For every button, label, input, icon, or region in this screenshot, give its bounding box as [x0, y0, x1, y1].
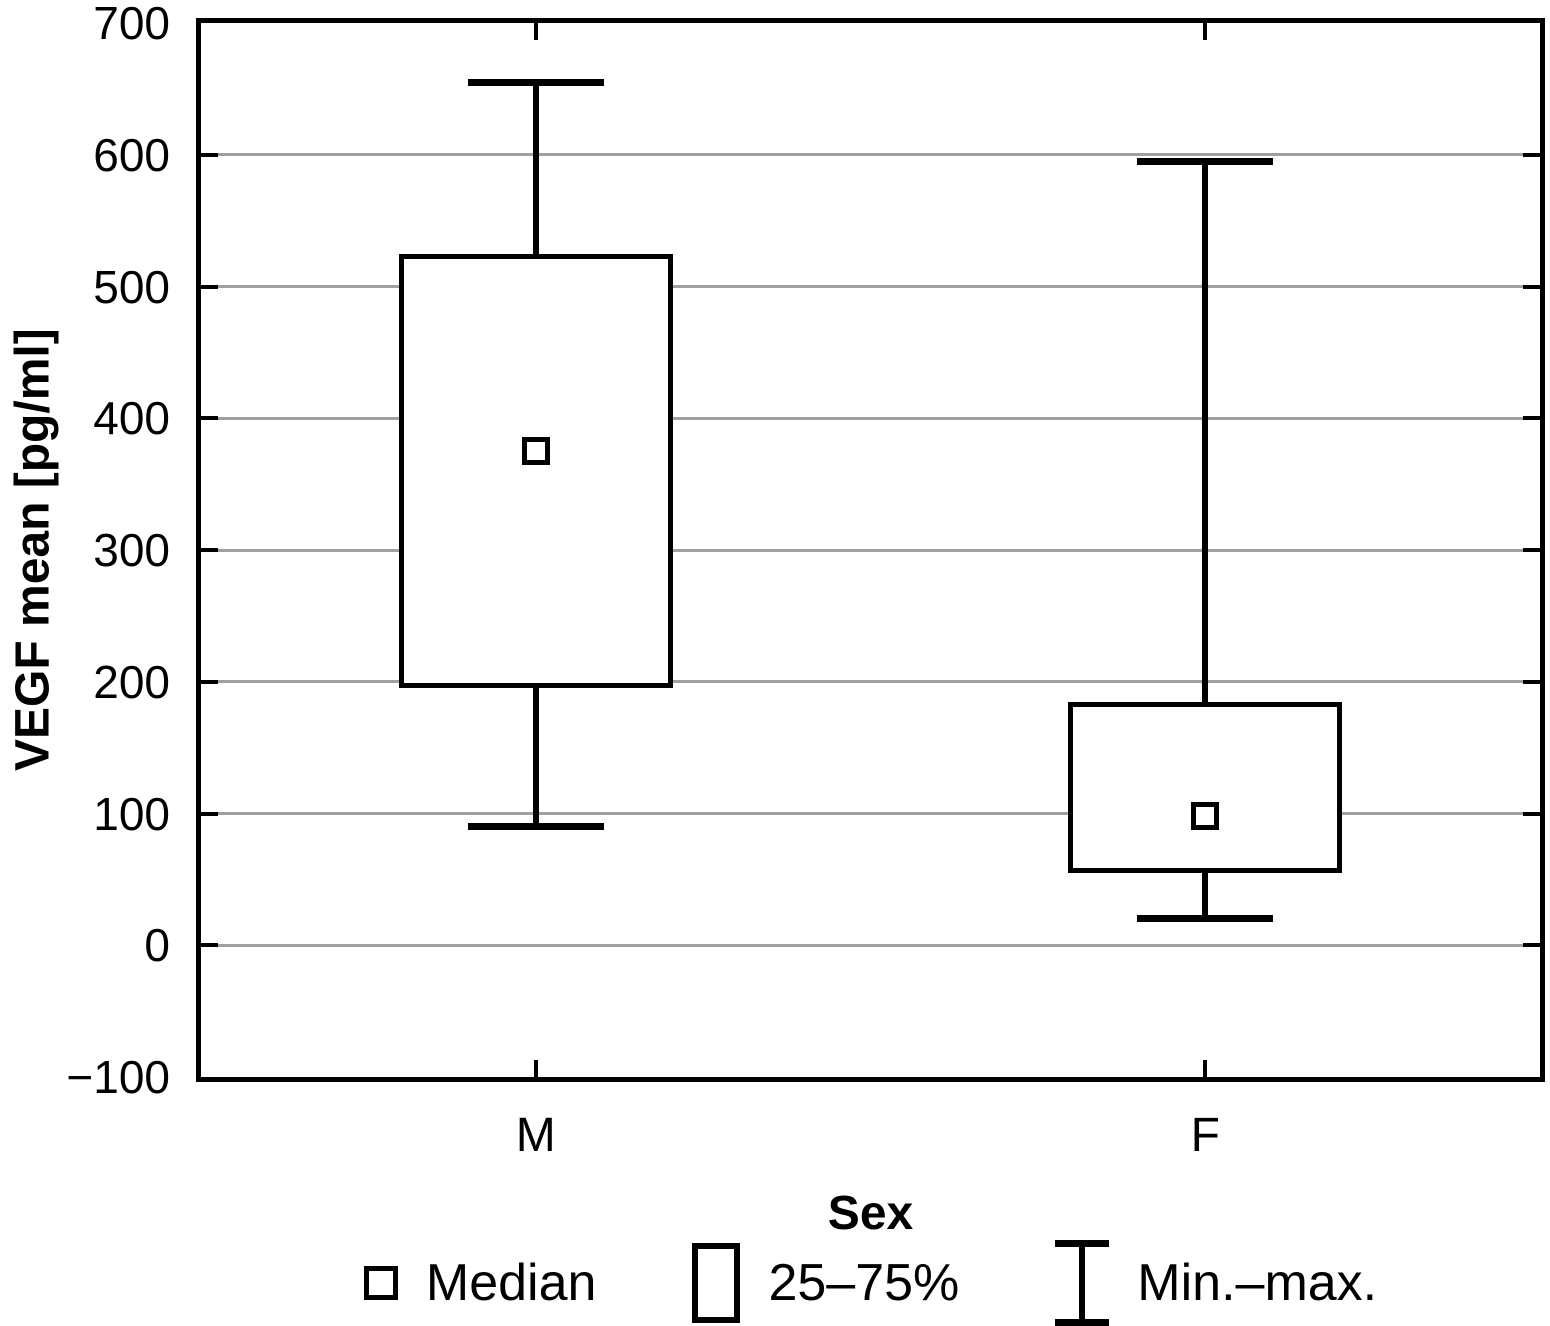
y-tick-label-600: 600	[93, 128, 170, 181]
legend-label-iqr: 25–75%	[768, 1254, 960, 1312]
whisker-upper-stem-F	[1202, 161, 1209, 702]
whisker-min-cap-M	[467, 823, 604, 831]
y-tick-label-100: 100	[93, 787, 170, 840]
x-axis-title: Sex	[827, 1187, 914, 1240]
plot-area	[196, 18, 1545, 1082]
y-tick-right-100	[1523, 811, 1540, 816]
y-tick-label-400: 400	[93, 392, 170, 445]
whisker-lower-stem-M	[532, 688, 539, 827]
y-tick-label-0: 0	[144, 919, 170, 972]
gridline-600	[201, 153, 1540, 157]
median-marker-icon	[363, 1266, 398, 1300]
x-tick-label-M: M	[515, 1109, 556, 1162]
y-tick-label-300: 300	[93, 524, 170, 576]
iqr-box-F	[1068, 701, 1343, 873]
y-tick-right-400	[1523, 416, 1540, 421]
y-tick-left-200	[201, 679, 218, 684]
y-tick-label-500: 500	[93, 260, 170, 313]
whisker-min-cap-F	[1137, 915, 1274, 923]
y-tick-left-500	[201, 284, 218, 289]
gridline-400	[201, 416, 1540, 420]
y-tick-right-200	[1523, 679, 1540, 684]
gridline-100	[201, 812, 1540, 815]
legend-item-iqr: 25–75%	[692, 1243, 959, 1323]
y-tick-left-400	[201, 416, 218, 421]
x-tick-top-F	[1203, 23, 1208, 40]
y-tick-label-200: 200	[93, 655, 170, 708]
gridline-500	[201, 285, 1540, 288]
iqr-box-M	[398, 253, 673, 689]
y-axis-tick-labels: 700 600 500 400 300 200 100 0 −100	[0, 0, 178, 1326]
legend-item-minmax: Min.–max.	[1055, 1240, 1377, 1326]
whisker-max-cap-F	[1137, 157, 1274, 165]
y-tick-label--100: −100	[66, 1051, 170, 1103]
median-marker-F	[1191, 802, 1220, 831]
x-tick-bottom-M	[533, 1060, 538, 1077]
legend-item-median: Median	[363, 1253, 597, 1313]
y-tick-right-0	[1523, 943, 1540, 948]
y-tick-right-500	[1523, 284, 1540, 289]
min-max-whisker-icon	[1055, 1240, 1110, 1326]
median-marker-M	[521, 437, 550, 466]
y-tick-label-700: 700	[93, 0, 170, 49]
y-tick-left-600	[201, 152, 218, 157]
legend-label-minmax: Min.–max.	[1137, 1254, 1378, 1312]
gridline-200	[201, 680, 1540, 684]
y-tick-left-0	[201, 943, 218, 948]
gridline-300	[201, 548, 1540, 552]
y-tick-left-100	[201, 811, 218, 816]
x-tick-bottom-F	[1203, 1060, 1208, 1077]
iqr-box-icon	[692, 1243, 741, 1323]
legend-label-median: Median	[425, 1254, 597, 1312]
whisker-lower-stem-F	[1202, 872, 1209, 919]
whisker-upper-stem-M	[532, 82, 539, 254]
x-tick-label-F: F	[1190, 1109, 1220, 1162]
legend: Median 25–75% Min.–max.	[196, 1240, 1545, 1326]
y-tick-right-300	[1523, 548, 1540, 552]
y-tick-right-600	[1523, 152, 1540, 157]
whisker-max-cap-M	[467, 78, 604, 86]
x-tick-top-M	[533, 23, 538, 40]
gridline-0	[201, 943, 1540, 947]
y-tick-left-300	[201, 548, 218, 552]
